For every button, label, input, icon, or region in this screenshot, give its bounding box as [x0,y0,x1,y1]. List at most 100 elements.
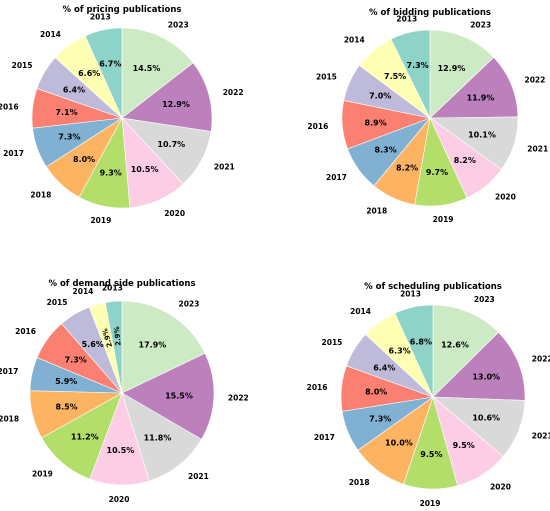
slice-year-label: 2022 [228,393,249,402]
slice-percent-label: 10.6% [472,414,500,423]
slice-year-label: 2022 [532,355,550,364]
slice-percent-label: 10.5% [107,446,135,455]
slice-percent-label: 10.5% [131,165,159,174]
slice-year-label: 2014 [40,30,61,39]
slice-percent-label: 6.4% [373,363,395,372]
slice-percent-label: 8.3% [375,146,397,155]
slice-year-label: 2017 [326,173,347,182]
pie-slice-2022 [121,352,215,440]
slice-year-label: 2014 [344,36,365,45]
slice-percent-label: 12.6% [441,340,469,349]
slice-year-label: 2015 [322,338,343,347]
slice-year-label: 2015 [12,61,33,70]
slice-year-label: 2022 [223,88,244,97]
slice-percent-label: 7.3% [65,356,87,365]
slice-percent-label: 10.7% [157,140,185,149]
slice-year-label: 2020 [490,482,511,491]
slice-year-label: 2013 [400,289,421,298]
slice-year-label: 2021 [214,163,235,172]
slice-year-label: 2015 [316,72,337,81]
pie-chart-demand-side: % of demand side publications 17.9% 2023 1… [0,279,249,504]
slice-percent-label: 7.3% [58,133,80,142]
slice-percent-label: 9.7% [426,168,448,177]
slice-year-label: 2013 [90,12,111,21]
pie-slice-2022 [429,56,519,119]
pie-slice-2022 [432,331,526,401]
slice-year-label: 2016 [15,327,36,336]
slice-percent-label: 11.8% [144,434,172,443]
slice-year-label: 2014 [350,307,371,316]
slice-percent-label: 6.8% [410,337,432,346]
slice-percent-label: 17.9% [139,341,167,350]
pie-slice-2023 [429,29,495,119]
slice-year-label: 2017 [0,367,18,376]
slice-year-label: 2013 [102,283,123,292]
slice-percent-label: 12.9% [438,64,466,73]
slice-year-label: 2023 [474,295,495,304]
chart-title: % of scheduling publications [364,282,502,292]
slice-percent-label: 9.5% [420,450,442,459]
slice-percent-label: 8.5% [56,403,78,412]
slice-percent-label: 8.2% [454,156,476,165]
slice-year-label: 2016 [307,383,328,392]
slice-year-label: 2018 [0,414,19,423]
slice-percent-label: 8.9% [365,118,387,127]
slice-year-label: 2018 [366,207,387,216]
slice-year-label: 2021 [527,145,548,154]
slice-year-label: 2016 [0,103,19,112]
pie-slice-2023 [121,27,194,119]
slice-year-label: 2021 [188,472,209,481]
slice-year-label: 2019 [32,469,53,478]
slice-percent-label: 9.5% [453,441,475,450]
slice-year-label: 2017 [314,433,335,442]
pie-slice-2023 [121,300,206,394]
pie-slice-2021 [121,392,202,482]
slice-year-label: 2020 [164,209,185,218]
slice-year-label: 2016 [307,122,328,131]
slice-year-label: 2022 [525,76,546,85]
slice-percent-label: 7.0% [369,92,391,101]
pie-chart-bidding: % of bidding publications 12.9% 2023 11.9%… [307,8,548,224]
pie-slice-2013 [104,300,123,394]
slice-percent-label: 11.9% [467,93,495,102]
slice-percent-label: 2.9% [113,326,123,346]
slice-percent-label: 12.9% [162,100,190,109]
slice-percent-label: 10.0% [385,439,413,448]
slice-year-label: 2018 [349,478,370,487]
slice-percent-label: 5.9% [55,377,77,386]
slice-percent-label: 8.0% [365,388,387,397]
chart-title: % of pricing publications [63,5,182,15]
slice-year-label: 2023 [168,21,189,30]
slice-year-label: 2017 [3,149,24,158]
slice-percent-label: 5.6% [82,340,104,349]
chart-title: % of bidding publications [369,8,491,18]
pie-slice-2013 [390,29,431,119]
slice-percent-label: 14.5% [133,64,161,73]
pie-slice-2023 [432,304,499,398]
slice-year-label: 2019 [433,215,454,224]
slice-percent-label: 6.3% [389,347,411,356]
slice-percent-label: 10.1% [468,130,496,139]
pie-chart-scheduling: % of scheduling publications 12.6% 2023 13… [307,282,550,508]
slice-year-label: 2019 [420,499,441,507]
pie-chart-pricing: % of pricing publications 14.5% 2023 12.9%… [0,5,244,225]
slice-year-label: 2021 [532,431,550,440]
slice-percent-label: 7.5% [384,72,406,81]
slice-percent-label: 13.0% [472,372,500,381]
slice-percent-label: 6.7% [99,59,121,68]
pie-slice-2022 [121,62,213,132]
slice-year-label: 2023 [470,20,491,29]
slice-year-label: 2023 [179,299,200,308]
slice-percent-label: 8.0% [73,155,95,164]
slice-percent-label: 8.2% [396,164,418,173]
slice-year-label: 2020 [495,193,516,202]
slice-year-label: 2015 [47,298,68,307]
chart-title: % of demand side publications [48,279,195,289]
slice-percent-label: 9.3% [100,169,122,178]
slice-year-label: 2020 [109,495,130,504]
slice-year-label: 2014 [73,287,94,296]
slice-percent-label: 7.3% [407,61,429,70]
slice-year-label: 2013 [396,15,417,24]
